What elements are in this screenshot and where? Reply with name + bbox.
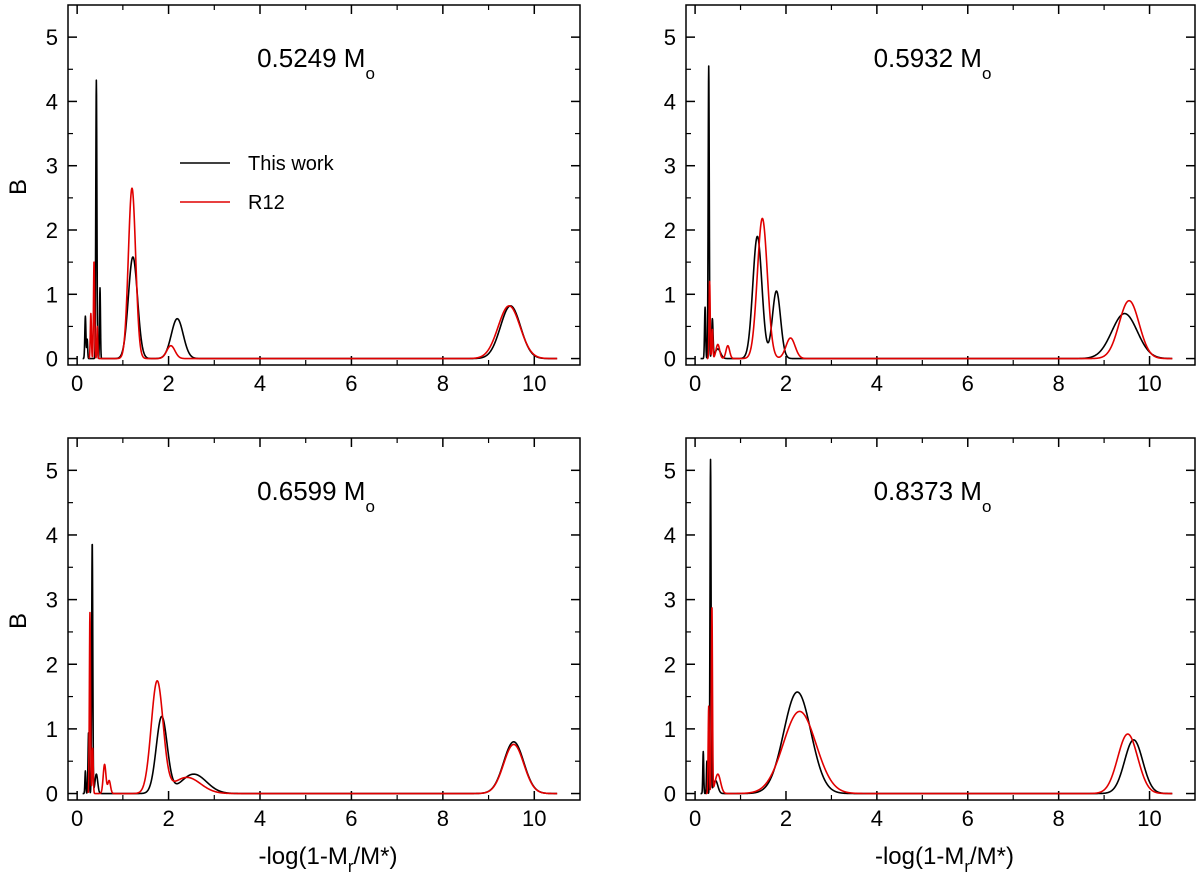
series-line-this_work [699,65,1173,360]
panel-title: 0.8373 Mo [874,476,992,516]
x-tick-label: 0 [71,371,83,396]
y-tick-label: 5 [46,25,58,50]
x-tick-label: 4 [254,371,266,396]
y-tick-label: 0 [664,347,676,372]
series-line-this_work [699,458,1173,795]
series-line-r12 [705,607,1173,795]
panel-title: 0.5932 Mo [874,43,992,83]
plot-frame [67,437,581,801]
x-tick-label: 8 [437,806,449,831]
y-tick-label: 4 [664,523,676,548]
plot-frame [685,4,1196,366]
legend-label-r12: R12 [248,192,285,214]
x-axis-label: -log(1-Mr/M*) [258,843,397,876]
plot-frame [67,4,581,366]
series-line-this_work [82,79,558,360]
x-tick-label: 8 [437,371,449,396]
y-tick-label: 1 [46,717,58,742]
y-tick-label: 3 [46,588,58,613]
y-tick-label: 1 [664,282,676,307]
x-tick-label: 6 [962,806,974,831]
y-tick-label: 4 [46,523,58,548]
y-tick-label: 5 [664,458,676,483]
legend-label-this-work: This work [248,153,335,175]
x-tick-label: 6 [962,371,974,396]
panel-4: 0 2 4 6 8 10 0 1 2 3 4 5 0.8373 Mo -log(1-Mr/M*) [664,437,1196,876]
y-tick-label: 4 [46,89,58,114]
x-tick-label: 2 [780,806,792,831]
y-tick-label: 3 [46,154,58,179]
x-tick-label: 0 [689,371,701,396]
x-tick-label: 6 [345,371,357,396]
x-tick-label: 10 [522,371,546,396]
y-tick-label: 3 [664,154,676,179]
y-tick-label: 3 [664,588,676,613]
x-tick-label: 8 [1053,371,1065,396]
y-axis-label: B [5,613,32,629]
x-axis-label: -log(1-Mr/M*) [875,843,1014,876]
panel-3: 0 2 4 6 8 10 0 1 2 3 4 5 0.6599 Mo B -log(1-Mr/M*) [5,437,581,876]
x-tick-label: 0 [689,806,701,831]
y-tick-label: 2 [46,218,58,243]
series-line-r12 [88,187,558,360]
y-tick-label: 4 [664,89,676,114]
x-tick-label: 0 [71,806,83,831]
series-line-r12 [706,217,1173,360]
x-tick-label: 4 [254,806,266,831]
panel-title: 0.5249 Mo [257,43,375,83]
y-tick-label: 1 [46,282,58,307]
x-tick-label: 8 [1053,806,1065,831]
y-tick-label: 0 [46,782,58,807]
y-tick-label: 2 [46,652,58,677]
x-tick-label: 2 [162,371,174,396]
x-tick-label: 6 [345,806,357,831]
y-tick-label: 5 [664,25,676,50]
panel-title: 0.6599 Mo [257,476,375,516]
series-line-r12 [87,611,558,795]
y-tick-label: 2 [664,652,676,677]
panel-1: 0 2 4 6 8 10 0 1 2 3 4 5 0.5249 Mo B This work R12 [5,4,581,396]
x-tick-label: 10 [1137,806,1161,831]
y-tick-label: 0 [46,347,58,372]
y-tick-label: 0 [664,782,676,807]
y-tick-label: 1 [664,717,676,742]
y-axis-label: B [5,179,32,195]
x-tick-label: 4 [871,371,883,396]
x-tick-label: 10 [1137,371,1161,396]
x-tick-label: 4 [871,806,883,831]
x-tick-label: 2 [780,371,792,396]
x-tick-label: 2 [162,806,174,831]
series-line-this_work [82,543,558,795]
plot-frame [685,437,1196,801]
y-tick-label: 5 [46,458,58,483]
panel-2: 0 2 4 6 8 10 0 1 2 3 4 5 0.5932 Mo [664,4,1196,396]
y-tick-label: 2 [664,218,676,243]
x-tick-label: 10 [522,806,546,831]
